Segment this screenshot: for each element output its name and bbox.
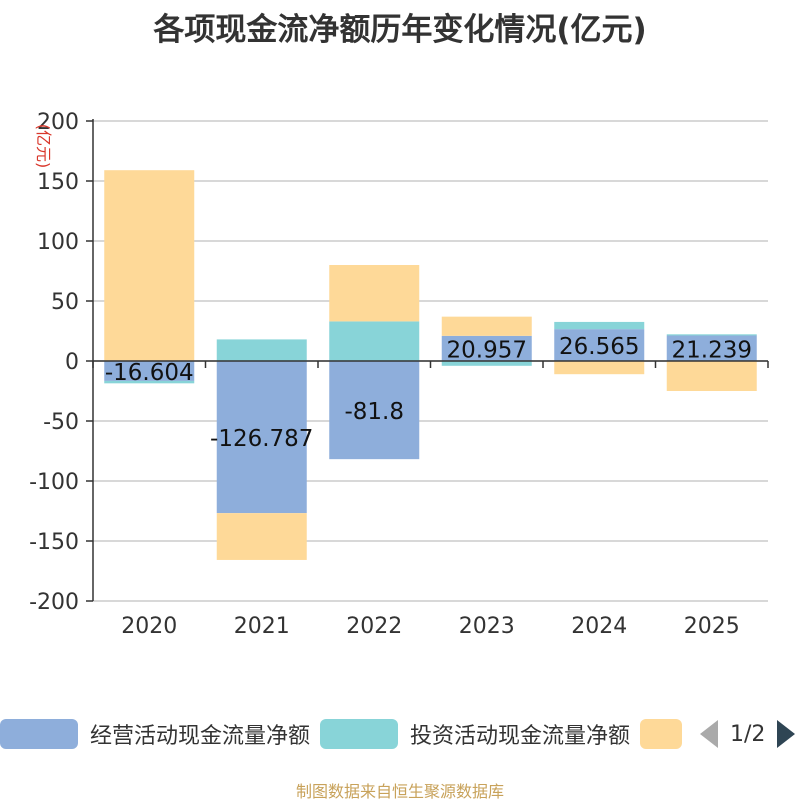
x-tick-label: 2025 xyxy=(684,614,740,639)
data-labels: -16.604 -126.787 -81.8 20.957 26.565 21.239 xyxy=(105,334,752,452)
legend-label-operating: 经营活动现金流量净额 xyxy=(90,724,311,749)
legend-next-icon[interactable] xyxy=(777,720,796,748)
y-tick-label: -100 xyxy=(29,470,79,495)
data-label: 21.239 xyxy=(672,337,752,363)
y-tick-label: -50 xyxy=(43,410,79,435)
bar-2021-series-1 xyxy=(216,339,307,361)
bar-2025-series-1 xyxy=(666,334,757,336)
bar-2023-series-0 xyxy=(441,335,532,361)
legend-page-indicator: 1/2 xyxy=(730,721,766,747)
y-tick-label: 200 xyxy=(37,110,79,135)
y-tick-label: 100 xyxy=(37,230,79,255)
bar-2022-series-2 xyxy=(329,265,420,322)
bar-2020-series-2 xyxy=(104,170,195,361)
bar-2024-series-0 xyxy=(554,329,645,361)
bar-2023-series-1 xyxy=(441,361,532,366)
legend-pager: 1/2 xyxy=(700,712,796,756)
legend-item-financing[interactable] xyxy=(640,712,694,756)
legend-item-investing[interactable]: 投资活动现金流量净额 xyxy=(320,712,630,756)
bar-2022-series-0 xyxy=(329,361,420,460)
bar-2021-series-0 xyxy=(216,361,307,514)
chart-title: 各项现金流净额历年变化情况(亿元) xyxy=(153,12,647,48)
bar-2024-series-2 xyxy=(554,361,645,375)
x-tick-label: 2020 xyxy=(121,614,177,639)
data-source: 制图数据来自恒生聚源数据库 xyxy=(295,782,504,801)
legend-item-operating[interactable]: 经营活动现金流量净额 xyxy=(0,712,310,756)
legend-prev-icon[interactable] xyxy=(700,720,718,748)
y-tick-label: 50 xyxy=(51,290,79,315)
y-tick-label: 150 xyxy=(37,170,79,195)
data-label: -126.787 xyxy=(210,426,313,452)
data-label: -16.604 xyxy=(105,360,194,386)
y-tick-label: -150 xyxy=(29,530,79,555)
y-tick-label: 0 xyxy=(65,350,79,375)
bar-2025-series-0 xyxy=(666,335,757,361)
bar-2025-series-2 xyxy=(666,361,757,391)
legend-swatch-financing xyxy=(640,719,682,749)
bar-chart: 200 150 100 50 0 -50 -100 -150 -200 (亿元) 2020 2021 2… xyxy=(29,110,769,639)
x-tick-label: 2024 xyxy=(571,614,627,639)
bar-2024-series-1 xyxy=(554,321,645,330)
grid-lines xyxy=(93,120,768,602)
data-label: 26.565 xyxy=(559,334,639,360)
y-tick-label: -200 xyxy=(29,590,79,615)
legend: 经营活动现金流量净额 投资活动现金流量净额 1/2 xyxy=(0,712,800,756)
bar-2021-series-2 xyxy=(216,513,307,560)
legend-swatch-operating xyxy=(0,719,78,749)
bar-2022-series-1 xyxy=(329,321,420,361)
x-tick-label: 2022 xyxy=(346,614,402,639)
y-axis-label: (亿元) xyxy=(34,124,53,169)
legend-label-investing: 投资活动现金流量净额 xyxy=(410,724,631,749)
bar-2023-series-2 xyxy=(441,316,532,336)
bar-2020-series-1 xyxy=(104,380,195,384)
legend-swatch-investing xyxy=(320,719,398,749)
x-tick-label: 2023 xyxy=(459,614,515,639)
axes: 200 150 100 50 0 -50 -100 -150 -200 (亿元) 2020 2021 2… xyxy=(29,110,769,639)
bars xyxy=(104,170,757,560)
data-label: 20.957 xyxy=(447,337,527,363)
x-tick-label: 2021 xyxy=(234,614,290,639)
bar-2020-series-0 xyxy=(104,361,195,381)
data-label: -81.8 xyxy=(344,399,404,425)
